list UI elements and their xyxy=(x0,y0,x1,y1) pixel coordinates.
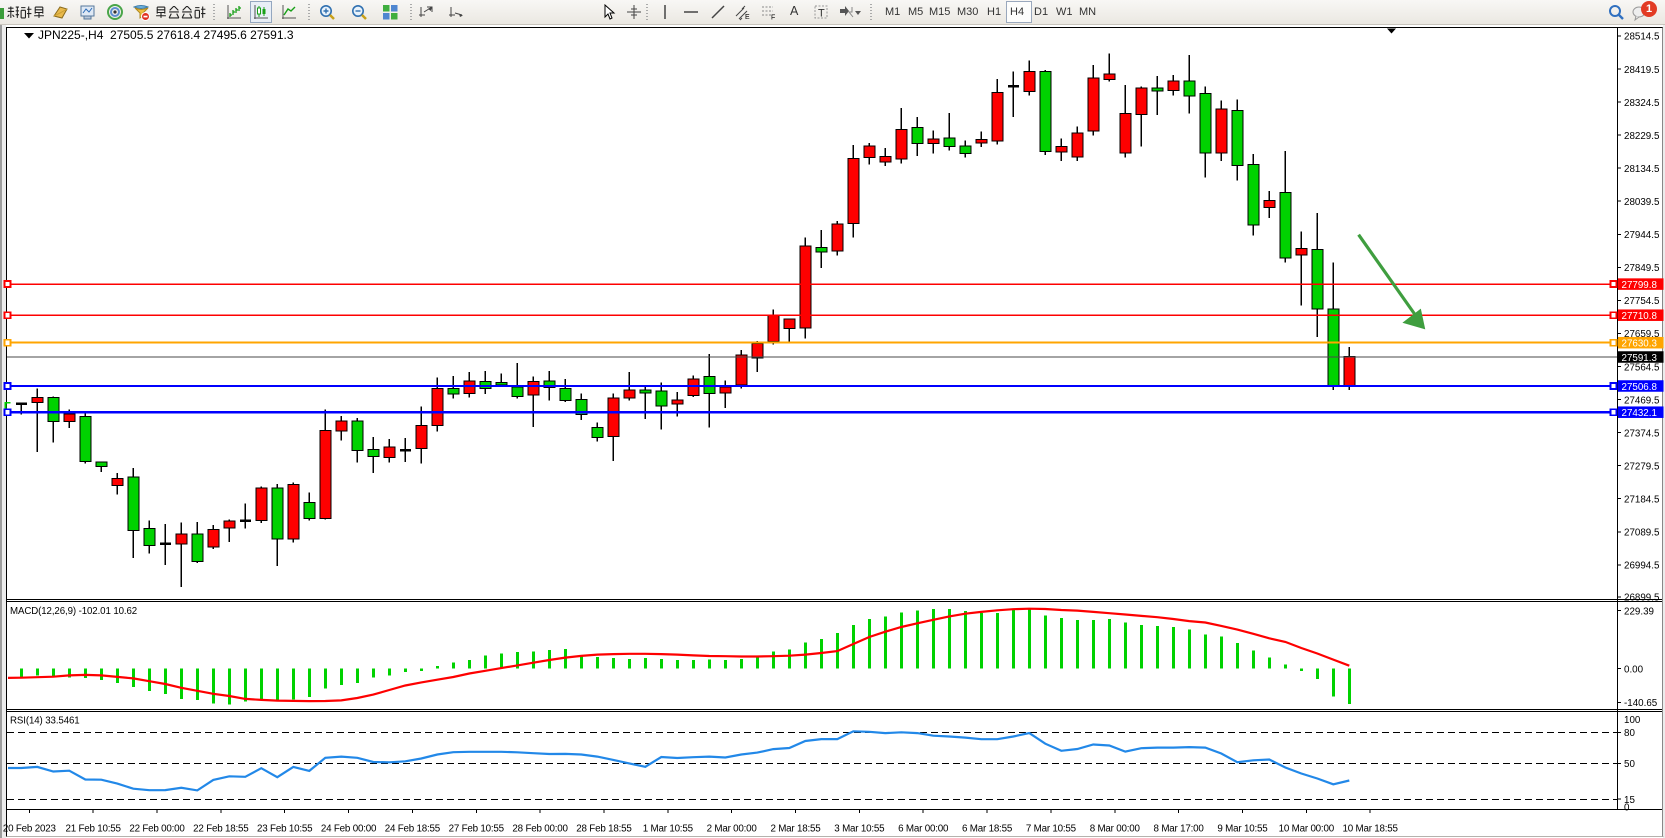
svg-text:27754.5: 27754.5 xyxy=(1624,296,1660,307)
svg-text:26899.5: 26899.5 xyxy=(1624,593,1660,604)
svg-text:24 Feb 00:00: 24 Feb 00:00 xyxy=(321,824,377,835)
svg-text:27089.5: 27089.5 xyxy=(1624,528,1660,539)
svg-text:28419.5: 28419.5 xyxy=(1624,65,1660,76)
svg-text:F: F xyxy=(771,15,775,22)
svg-text:8 Mar 00:00: 8 Mar 00:00 xyxy=(1090,824,1141,835)
svg-text:27659.5: 27659.5 xyxy=(1624,329,1660,340)
svg-text:100: 100 xyxy=(1624,715,1641,726)
svg-text:28134.5: 28134.5 xyxy=(1624,164,1660,175)
svg-text:22 Feb 18:55: 22 Feb 18:55 xyxy=(193,824,249,835)
svg-text:23 Feb 10:55: 23 Feb 10:55 xyxy=(257,824,313,835)
svg-text:2 Mar 00:00: 2 Mar 00:00 xyxy=(707,824,758,835)
svg-text:27944.5: 27944.5 xyxy=(1624,230,1660,241)
svg-text:27564.5: 27564.5 xyxy=(1624,362,1660,373)
svg-text:27 Feb 10:55: 27 Feb 10:55 xyxy=(449,824,505,835)
svg-text:28229.5: 28229.5 xyxy=(1624,131,1660,142)
svg-text:15: 15 xyxy=(1624,795,1635,806)
svg-text:27710.8: 27710.8 xyxy=(1622,311,1658,322)
svg-text:27849.5: 27849.5 xyxy=(1624,263,1660,274)
svg-text:6 Mar 18:55: 6 Mar 18:55 xyxy=(962,824,1013,835)
svg-text:27591.3: 27591.3 xyxy=(1622,353,1658,364)
svg-text:27279.5: 27279.5 xyxy=(1624,462,1660,473)
svg-text:50: 50 xyxy=(1624,759,1635,770)
svg-text:27374.5: 27374.5 xyxy=(1624,428,1660,439)
svg-text:28 Feb 18:55: 28 Feb 18:55 xyxy=(576,824,632,835)
svg-text:27469.5: 27469.5 xyxy=(1624,395,1660,406)
svg-text:0.00: 0.00 xyxy=(1624,664,1644,675)
svg-text:229.39: 229.39 xyxy=(1624,606,1654,617)
svg-text:MACD(12,26,9) -102.01 10.62: MACD(12,26,9) -102.01 10.62 xyxy=(10,606,137,617)
svg-text:27184.5: 27184.5 xyxy=(1624,495,1660,506)
svg-text:10 Mar 18:55: 10 Mar 18:55 xyxy=(1342,824,1398,835)
svg-text:8 Mar 17:00: 8 Mar 17:00 xyxy=(1154,824,1205,835)
svg-text:27432.1: 27432.1 xyxy=(1622,408,1657,419)
svg-text:10 Mar 00:00: 10 Mar 00:00 xyxy=(1279,824,1335,835)
svg-text:7 Mar 10:55: 7 Mar 10:55 xyxy=(1026,824,1077,835)
svg-text:27506.8: 27506.8 xyxy=(1622,382,1658,393)
svg-text:26994.5: 26994.5 xyxy=(1624,561,1660,572)
svg-text:3 Mar 10:55: 3 Mar 10:55 xyxy=(834,824,885,835)
svg-text:20 Feb 2023: 20 Feb 2023 xyxy=(3,824,57,835)
svg-text:-140.65: -140.65 xyxy=(1624,698,1658,709)
svg-text:80: 80 xyxy=(1624,728,1635,739)
svg-text:RSI(14) 33.5461: RSI(14) 33.5461 xyxy=(10,716,80,727)
svg-text:9 Mar 10:55: 9 Mar 10:55 xyxy=(1217,824,1268,835)
svg-text:27799.8: 27799.8 xyxy=(1622,280,1658,291)
svg-text:28 Feb 00:00: 28 Feb 00:00 xyxy=(512,824,568,835)
svg-text:28514.5: 28514.5 xyxy=(1624,32,1660,43)
svg-text:24 Feb 18:55: 24 Feb 18:55 xyxy=(385,824,441,835)
svg-text:22 Feb 00:00: 22 Feb 00:00 xyxy=(129,824,185,835)
svg-text:28039.5: 28039.5 xyxy=(1624,197,1660,208)
svg-text:27630.3: 27630.3 xyxy=(1622,339,1658,350)
svg-text:T: T xyxy=(818,8,825,20)
svg-text:E: E xyxy=(745,14,750,21)
svg-text:2 Mar 18:55: 2 Mar 18:55 xyxy=(770,824,821,835)
svg-text:0: 0 xyxy=(1624,802,1630,813)
svg-text:21 Feb 10:55: 21 Feb 10:55 xyxy=(65,824,121,835)
svg-text:6 Mar 00:00: 6 Mar 00:00 xyxy=(898,824,949,835)
svg-text:JPN225-,H4 27505.5 27618.4 27: JPN225-,H4 27505.5 27618.4 27495.6 27591… xyxy=(38,28,294,42)
svg-text:28324.5: 28324.5 xyxy=(1624,98,1660,109)
svg-text:1 Mar 10:55: 1 Mar 10:55 xyxy=(643,824,694,835)
